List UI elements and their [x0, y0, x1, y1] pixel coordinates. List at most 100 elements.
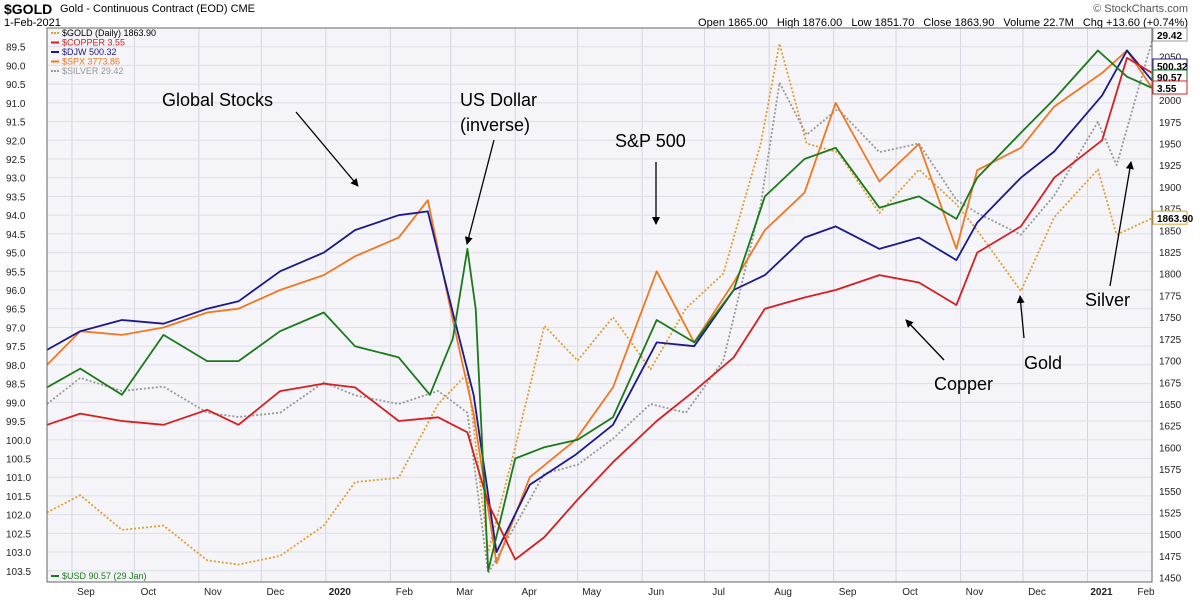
left-tick-label: 103.0: [6, 548, 31, 559]
annotation-label: Gold: [1024, 353, 1062, 373]
chart-symbol: $GOLD: [4, 1, 53, 17]
left-tick-label: 102.0: [6, 511, 31, 522]
right-tick-label: 1550: [1159, 487, 1182, 498]
left-tick-label: 96.0: [6, 286, 26, 297]
x-tick-label: May: [582, 587, 601, 598]
left-tick-label: 100.5: [6, 454, 31, 465]
last-value-label: 90.57: [1157, 73, 1182, 84]
left-tick-label: 97.5: [6, 342, 26, 353]
right-tick-label: 1900: [1159, 183, 1182, 194]
x-tick-label: Mar: [456, 587, 474, 598]
high-value: High 1876.00: [776, 17, 843, 29]
left-tick-label: 95.5: [6, 267, 26, 278]
last-value-label: 500.32: [1157, 62, 1188, 73]
annotation-arrow: [1016, 295, 1025, 339]
x-tick-label: 2020: [329, 587, 352, 598]
annotation-arrow: [905, 319, 945, 361]
chart-description: Gold - Continuous Contract (EOD) CME: [60, 3, 256, 15]
low-value: Low 1851.70: [851, 17, 915, 29]
right-tick-label: 1850: [1159, 226, 1182, 237]
left-tick-label: 94.0: [6, 211, 26, 222]
x-tick-label: Oct: [902, 587, 918, 598]
change-value: Chg +13.60 (+0.74%): [1082, 17, 1188, 29]
left-tick-label: 98.0: [6, 361, 26, 372]
annotation-label: Copper: [934, 374, 993, 394]
legend-entry: $COPPER 3.55: [62, 38, 125, 48]
x-tick-label: Nov: [966, 587, 984, 598]
left-tick-label: 92.5: [6, 155, 26, 166]
annotation-arrow: [1109, 161, 1134, 287]
last-value-label: 1863.90: [1157, 214, 1194, 225]
last-value-tag: [1152, 80, 1188, 95]
right-tick-label: 1775: [1159, 291, 1182, 302]
series-line-copper: [46, 57, 1153, 561]
left-tick-label: 99.0: [6, 398, 26, 409]
left-tick-label: 93.0: [6, 174, 26, 185]
series-lines: [46, 40, 1153, 575]
series-line-gold: [46, 42, 1153, 566]
x-tick-label: Nov: [204, 587, 222, 598]
plot-frame: [46, 27, 1153, 583]
annotation-label: US Dollar: [460, 90, 537, 110]
left-tick-label: 92.0: [6, 136, 26, 147]
right-tick-label: 1725: [1159, 335, 1182, 346]
legend: $GOLD (Daily) 1863.90$COPPER 3.55$DJW 50…: [51, 28, 156, 581]
left-tick-label: 89.5: [6, 43, 26, 54]
plot-area: [47, 28, 1152, 582]
right-tick-label: 1450: [1159, 574, 1182, 585]
right-tick-label: 1925: [1159, 161, 1182, 172]
annotation-label: Silver: [1085, 290, 1130, 310]
right-tick-label: 1475: [1159, 552, 1182, 563]
left-tick-label: 98.5: [6, 380, 26, 391]
right-tick-label: 1750: [1159, 313, 1182, 324]
annotations: Global Stocks US Dollar (inverse) S&P 500 Co…: [162, 90, 1134, 394]
left-tick-label: 95.0: [6, 249, 26, 260]
right-tick-label: 1875: [1159, 205, 1182, 216]
annotation-arrow: [464, 139, 495, 245]
volume-value: Volume 22.7M: [1003, 17, 1074, 29]
right-tick-label: 2050: [1159, 53, 1182, 64]
annotation-label: (inverse): [460, 115, 530, 135]
left-tick-label: 99.5: [6, 417, 26, 428]
x-tick-label: Sep: [839, 587, 857, 598]
left-tick-label: 101.5: [6, 492, 31, 503]
left-tick-label: 90.0: [6, 61, 26, 72]
left-tick-label: 94.5: [6, 230, 26, 241]
x-tick-label: Sep: [77, 587, 95, 598]
brand-credit: © StockCharts.com: [1093, 3, 1188, 15]
right-tick-label: 1625: [1159, 422, 1182, 433]
chart-date: 1-Feb-2021: [4, 17, 61, 29]
left-tick-label: 101.0: [6, 473, 31, 484]
series-line-usd: [46, 49, 1153, 572]
open-value: Open 1865.00: [698, 17, 768, 29]
x-tick-label: Dec: [1028, 587, 1046, 598]
legend-entry: $SPX 3773.86: [62, 57, 120, 67]
x-tick-label: Feb: [396, 587, 414, 598]
annotation-label: Global Stocks: [162, 90, 273, 110]
x-tick-label: Jun: [648, 587, 664, 598]
close-value: Close 1863.90: [923, 17, 995, 29]
right-tick-label: 1500: [1159, 530, 1182, 541]
left-tick-label: 91.0: [6, 99, 26, 110]
left-tick-label: 91.5: [6, 118, 26, 129]
right-tick-label: 1975: [1159, 118, 1182, 129]
left-tick-label: 90.5: [6, 80, 26, 91]
annotation-label: S&P 500: [615, 131, 686, 151]
x-tick-label: 2021: [1090, 587, 1113, 598]
right-tick-label: 1700: [1159, 357, 1182, 368]
series-line-silver: [46, 40, 1153, 575]
x-tick-label: Jul: [712, 587, 725, 598]
x-tick-label: Aug: [774, 587, 792, 598]
last-value-label: 29.42: [1157, 31, 1182, 42]
x-tick-label: Dec: [266, 587, 284, 598]
x-tick-label: Feb: [1137, 587, 1155, 598]
right-tick-label: 1575: [1159, 465, 1182, 476]
right-tick-label: 1650: [1159, 400, 1182, 411]
right-tick-label: 1825: [1159, 248, 1182, 259]
last-value-tag: [1152, 27, 1188, 42]
grid: [47, 28, 1153, 582]
x-tick-label: Oct: [141, 587, 157, 598]
ohlc-readout: Open 1865.00 High 1876.00 Low 1851.70 Cl…: [692, 17, 1188, 29]
axes: Sep Oct Nov Dec 2020 Feb Mar Apr May Jun Jul Aug Sep…: [6, 27, 1194, 598]
